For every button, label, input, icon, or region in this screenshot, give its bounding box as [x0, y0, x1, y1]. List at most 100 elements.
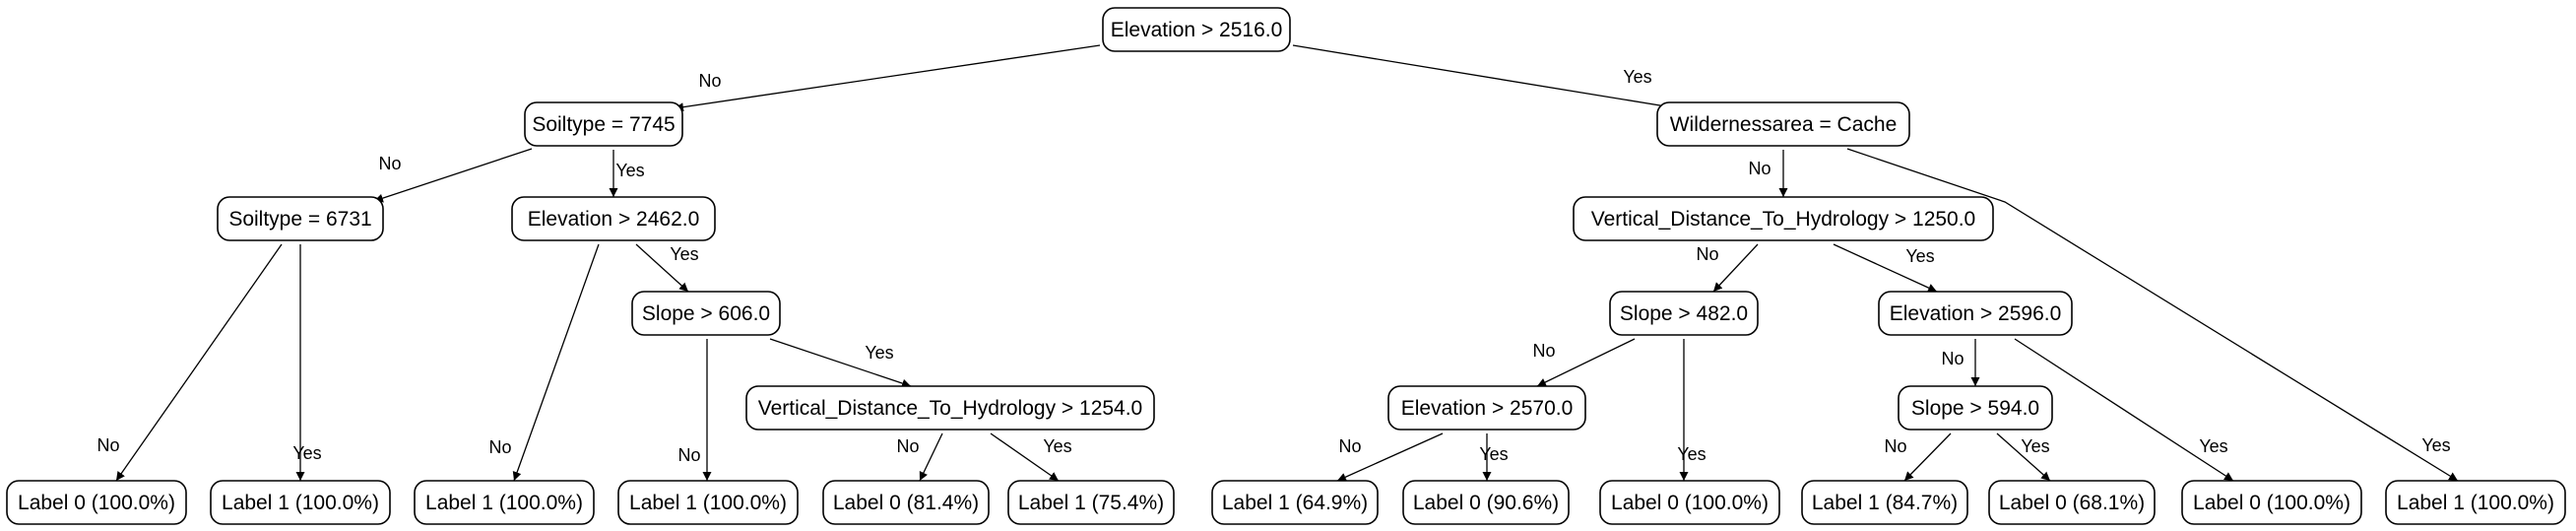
node-box: [511, 196, 716, 241]
edge-n_root-to-n_soil7745: No: [674, 44, 1101, 112]
edge-n_soil6731-to-l2: Yes: [292, 244, 322, 481]
edge-line: [1336, 432, 1444, 482]
decision-node-n_elev2462: Elevation > 2462.0: [511, 196, 716, 241]
node-box: [1878, 291, 2073, 336]
edge-line: [1903, 432, 1952, 482]
edge-line: [1712, 243, 1759, 293]
node-label: Label 1 (75.4%): [1018, 492, 1164, 514]
node-label: Soiltype = 7745: [532, 113, 675, 136]
node-label: Label 1 (100.0%): [222, 492, 379, 514]
edge-label-no: No: [896, 436, 919, 456]
edge-label-yes: Yes: [2021, 436, 2049, 456]
edge-label-no: No: [698, 71, 721, 91]
node-box: [1656, 101, 1910, 147]
node-box: [1898, 385, 2053, 431]
decision-node-n_vdth1250: Vertical_Distance_To_Hydrology > 1250.0: [1573, 196, 1994, 241]
edge-label-yes: Yes: [2421, 435, 2450, 455]
edge-line: [674, 44, 1101, 112]
edge-label-yes: Yes: [1479, 444, 1508, 464]
node-box: [1387, 385, 1586, 431]
decision-node-n_slope594: Slope > 594.0: [1898, 385, 2053, 431]
edge-n_soil6731-to-l1: No: [97, 243, 283, 482]
edge-n_slope594-to-l10: No: [1884, 432, 1952, 482]
edge-n_slope594-to-l11: Yes: [1996, 432, 2051, 482]
decision-node-n_vdth1254: Vertical_Distance_To_Hydrology > 1254.0: [745, 385, 1155, 431]
node-label: Elevation > 2462.0: [528, 208, 700, 231]
edge-label-yes: Yes: [1623, 67, 1651, 87]
leaf-node-l7: Label 1 (64.9%): [1211, 480, 1379, 525]
leaf-node-l8: Label 0 (90.6%): [1402, 480, 1570, 525]
node-label: Label 0 (100.0%): [2193, 492, 2351, 514]
edge-label-yes: Yes: [292, 443, 321, 463]
edge-n_soil7745-to-n_elev2462: Yes: [609, 150, 645, 197]
edge-n_wild-to-n_vdth1250: No: [1748, 150, 1788, 197]
node-box: [217, 196, 384, 241]
edge-line: [769, 338, 912, 388]
edge-label-yes: Yes: [1905, 246, 1934, 266]
edge-n_vdth1250-to-n_elev2596: Yes: [1833, 243, 1938, 293]
edge-line: [1846, 148, 2459, 482]
node-box: [210, 480, 391, 525]
node-box: [524, 101, 683, 147]
decision-node-n_soil7745: Soiltype = 7745: [524, 101, 683, 147]
edge-line: [635, 243, 689, 293]
node-box: [1211, 480, 1379, 525]
node-label: Slope > 594.0: [1911, 397, 2039, 420]
edge-label-yes: Yes: [1677, 444, 1706, 464]
node-box: [6, 480, 187, 525]
nodes-layer: Elevation > 2516.0 Soiltype = 7745 Wildern…: [6, 7, 2566, 525]
node-label: Label 1 (100.0%): [2397, 492, 2554, 514]
edge-line: [373, 148, 533, 203]
edge-line: [1996, 432, 2051, 482]
node-label: Wildernessarea = Cache: [1670, 113, 1898, 136]
node-label: Label 0 (100.0%): [18, 492, 175, 514]
leaf-node-l9: Label 0 (100.0%): [1599, 480, 1780, 525]
edge-n_elev2570-to-l8: Yes: [1479, 433, 1509, 481]
edge-label-no: No: [488, 437, 511, 457]
node-box: [1402, 480, 1570, 525]
edge-line: [919, 432, 943, 482]
edge-n_slope482-to-l9: Yes: [1677, 339, 1707, 481]
edge-label-no: No: [1748, 159, 1771, 178]
decision-node-n_elev2596: Elevation > 2596.0: [1878, 291, 2073, 336]
leaf-node-l2: Label 1 (100.0%): [210, 480, 391, 525]
node-label: Elevation > 2596.0: [1890, 302, 2062, 325]
decision-node-n_soil6731: Soiltype = 6731: [217, 196, 384, 241]
edge-label-yes: Yes: [865, 343, 893, 363]
leaf-node-l3: Label 1 (100.0%): [414, 480, 595, 525]
node-label: Slope > 606.0: [642, 302, 770, 325]
edge-line: [115, 243, 283, 482]
node-box: [631, 291, 781, 336]
edge-n_slope606-to-l4: No: [677, 339, 712, 481]
edge-n_slope482-to-n_elev2570: No: [1532, 338, 1636, 387]
node-label: Label 1 (64.9%): [1222, 492, 1368, 514]
edge-line: [1536, 338, 1636, 387]
edge-n_elev2570-to-l7: No: [1336, 432, 1444, 482]
decision-node-n_slope606: Slope > 606.0: [631, 291, 781, 336]
node-box: [2181, 480, 2362, 525]
node-box: [1573, 196, 1994, 241]
leaf-node-l5: Label 0 (81.4%): [822, 480, 990, 525]
leaf-node-l10: Label 1 (84.7%): [1801, 480, 1968, 525]
edge-n_vdth1254-to-l5: No: [896, 432, 943, 482]
edge-label-no: No: [1532, 341, 1555, 361]
edge-line: [1292, 44, 1679, 111]
edge-label-yes: Yes: [1043, 436, 1071, 456]
decision-node-n_elev2570: Elevation > 2570.0: [1387, 385, 1586, 431]
node-label: Label 0 (90.6%): [1413, 492, 1559, 514]
node-box: [745, 385, 1155, 431]
edge-n_elev2596-to-l12: Yes: [2014, 338, 2234, 482]
edge-label-no: No: [677, 445, 700, 465]
edge-label-yes: Yes: [615, 161, 644, 180]
node-box: [1609, 291, 1759, 336]
edge-line: [990, 432, 1060, 482]
node-label: Slope > 482.0: [1620, 302, 1748, 325]
node-box: [1007, 480, 1175, 525]
edge-n_root-to-n_wild: Yes: [1292, 44, 1679, 111]
node-label: Elevation > 2570.0: [1401, 397, 1574, 420]
node-label: Label 1 (100.0%): [425, 492, 583, 514]
decision-node-n_slope482: Slope > 482.0: [1609, 291, 1759, 336]
edge-label-no: No: [97, 435, 119, 455]
edge-label-no: No: [1884, 436, 1906, 456]
decision-node-n_wild: Wildernessarea = Cache: [1656, 101, 1910, 147]
